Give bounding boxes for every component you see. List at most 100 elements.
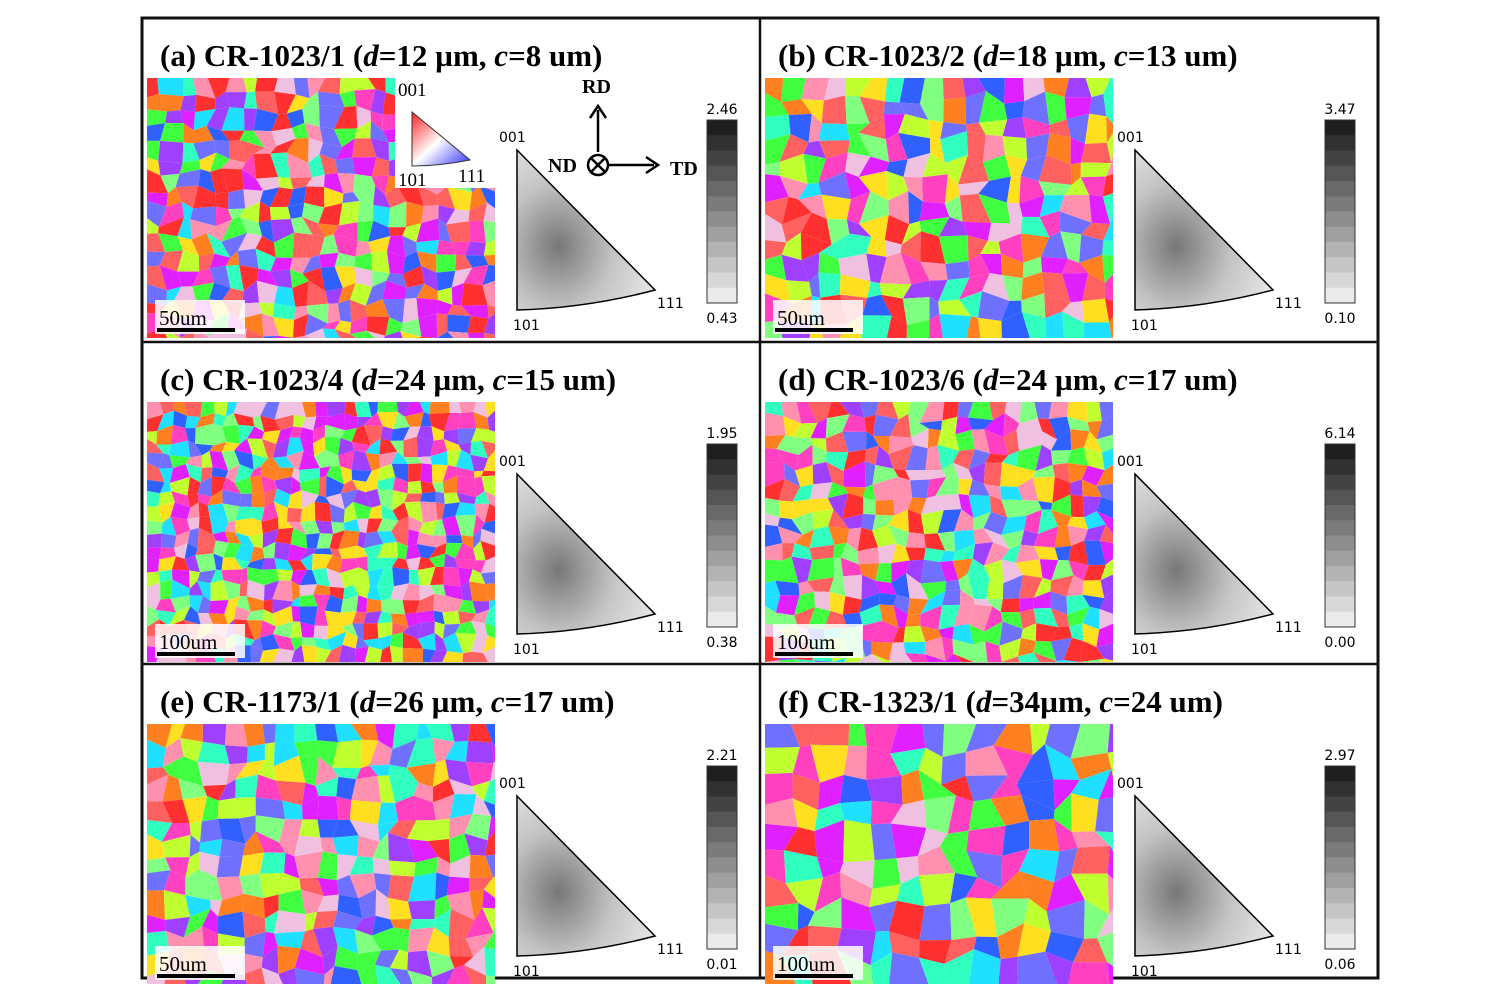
grain: [1079, 658, 1105, 662]
grain: [225, 92, 247, 109]
grain: [826, 402, 850, 419]
grain: [447, 304, 471, 317]
grain: [159, 402, 175, 415]
grain: [455, 514, 477, 537]
grain: [968, 253, 990, 278]
grain: [242, 911, 266, 938]
grain: [314, 501, 332, 522]
grain: [483, 778, 495, 805]
grain: [839, 774, 872, 804]
grain: [775, 595, 800, 616]
grain: [165, 724, 186, 748]
grain: [918, 769, 956, 800]
grain: [460, 581, 473, 602]
grain: [1084, 540, 1106, 566]
grain: [307, 78, 326, 99]
grain: [377, 488, 393, 511]
grain: [871, 620, 899, 643]
grain: [1017, 652, 1039, 662]
grain: [418, 336, 439, 338]
grain: [392, 566, 410, 587]
grain: [429, 650, 448, 662]
grain: [260, 187, 280, 208]
grain: [193, 108, 216, 131]
grain: [441, 502, 460, 520]
grain: [225, 250, 240, 266]
grain: [263, 335, 280, 338]
grain: [368, 78, 386, 93]
grain: [1040, 256, 1068, 274]
grain: [210, 168, 229, 194]
grain: [857, 547, 880, 565]
grain: [207, 503, 229, 523]
ipf-triangle: [516, 794, 657, 957]
grain: [952, 558, 973, 581]
grain: [1001, 450, 1020, 467]
grain: [277, 945, 301, 975]
grain: [903, 176, 923, 202]
panel: (f) CR-1323/1 (d=34µm, c=24 um)100um0011…: [765, 684, 1356, 984]
grain: [455, 254, 473, 271]
grain: [945, 580, 961, 591]
grain: [1070, 479, 1083, 497]
grain: [958, 478, 973, 496]
grain: [340, 611, 357, 628]
grain: [483, 646, 495, 662]
grain: [765, 849, 786, 884]
grain: [353, 501, 372, 519]
ipf-label: 101: [1131, 642, 1158, 658]
grain: [437, 186, 456, 210]
grain: [903, 152, 931, 178]
colorbar-step: [707, 933, 737, 950]
grain: [797, 902, 815, 931]
grain: [893, 497, 913, 516]
grain: [993, 724, 1033, 756]
grain: [416, 251, 437, 273]
grain: [292, 232, 313, 258]
grain: [978, 291, 1010, 322]
grain: [920, 99, 944, 123]
grain: [1083, 564, 1106, 581]
grain: [469, 569, 486, 584]
grain: [1079, 640, 1105, 662]
grain: [301, 637, 318, 648]
grain: [352, 611, 367, 624]
grain: [966, 316, 981, 338]
grain: [446, 535, 463, 544]
grain: [298, 606, 318, 626]
grain: [201, 796, 219, 822]
grain: [905, 614, 921, 628]
grain: [960, 589, 975, 605]
grain: [327, 303, 341, 324]
grain: [833, 543, 847, 558]
colorbar-step: [1325, 903, 1355, 919]
grain: [282, 800, 303, 820]
orientation-map: [765, 402, 1113, 662]
grain: [349, 819, 380, 842]
grain: [905, 445, 928, 471]
grain: [891, 573, 910, 599]
grain: [1100, 574, 1113, 599]
grain: [908, 414, 929, 438]
grain: [305, 174, 325, 187]
grain: [294, 305, 309, 320]
grain: [200, 818, 223, 843]
grain: [315, 402, 329, 417]
colorbar-step: [1325, 120, 1355, 136]
grain: [1096, 483, 1113, 502]
grain: [242, 967, 266, 984]
grain: [1001, 848, 1030, 889]
grain: [1083, 447, 1105, 471]
grain: [326, 625, 347, 640]
grain: [1041, 431, 1057, 451]
grain: [1070, 429, 1090, 451]
grain: [158, 161, 183, 176]
grain: [435, 872, 450, 901]
grain: [483, 220, 495, 244]
grain: [791, 556, 813, 584]
grain: [920, 231, 946, 264]
grain: [456, 475, 477, 498]
axis-label: TD: [670, 158, 698, 180]
grain: [374, 964, 401, 984]
grain: [255, 831, 286, 853]
